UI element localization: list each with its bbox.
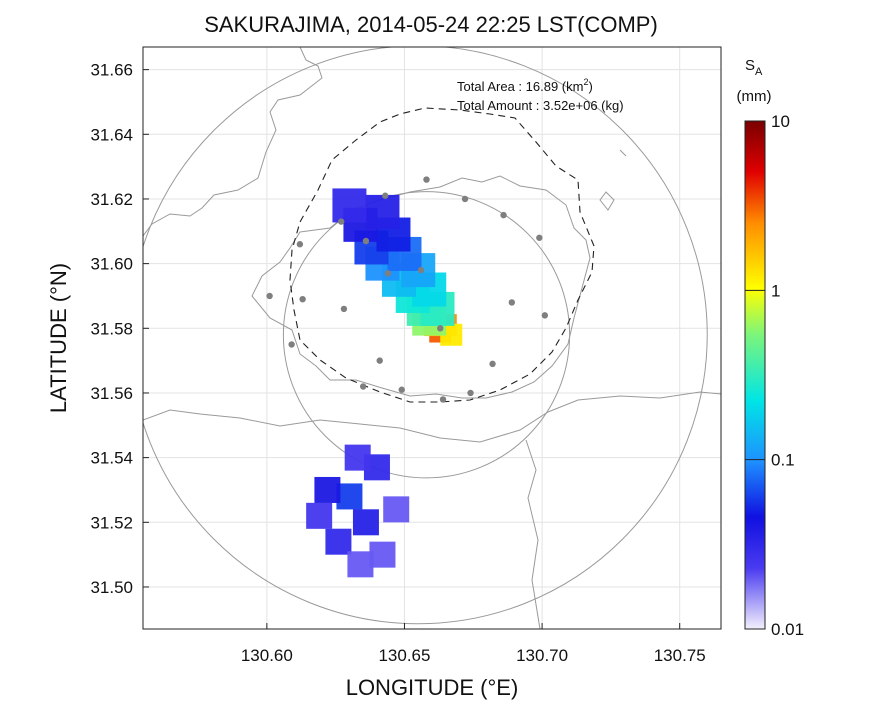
y-tick-label: 31.62 bbox=[90, 190, 133, 209]
range-ring bbox=[282, 191, 571, 479]
station-point bbox=[362, 237, 370, 245]
station-point bbox=[541, 312, 549, 319]
total-area-label: Total Area : 16.89 (km bbox=[457, 79, 583, 94]
coastline-east bbox=[525, 439, 541, 629]
station-point bbox=[467, 389, 474, 397]
x-tick-label: 130.65 bbox=[378, 646, 430, 665]
y-tick-label: 31.50 bbox=[90, 578, 133, 597]
station-point bbox=[437, 325, 444, 332]
colorbar bbox=[744, 120, 766, 630]
colorbar-ticks: 10 1 0.1 0.01 bbox=[745, 112, 804, 639]
south-patch-cell bbox=[344, 444, 371, 471]
colorbar-tick-label: 10 bbox=[771, 112, 790, 131]
x-axis-label: LONGITUDE (°E) bbox=[346, 675, 519, 700]
y-tick-label: 31.58 bbox=[90, 319, 133, 338]
south-patch-cell bbox=[325, 528, 352, 555]
observation-boundary bbox=[289, 107, 595, 403]
south-patch-cell bbox=[336, 483, 363, 510]
x-ticks: 130.60 130.65 130.70 130.75 bbox=[241, 623, 706, 665]
colorbar-tick-label: 0.1 bbox=[771, 451, 795, 470]
south-patch-cell bbox=[306, 502, 333, 529]
total-area-close: ) bbox=[588, 79, 592, 94]
coastline-island bbox=[251, 175, 591, 399]
station-point bbox=[508, 299, 516, 306]
y-tick-label: 31.52 bbox=[90, 513, 133, 532]
total-amount-text: Total Amount : 3.52e+06 (kg) bbox=[457, 98, 624, 113]
x-tick-label: 130.75 bbox=[654, 646, 706, 665]
south-patch-cell bbox=[383, 496, 410, 523]
station-point bbox=[536, 234, 543, 241]
station-point bbox=[359, 383, 367, 390]
station-point bbox=[398, 386, 405, 393]
colorbar-unit: (mm) bbox=[737, 88, 772, 105]
coastline-north-east bbox=[599, 149, 627, 211]
coastline-south bbox=[143, 391, 721, 443]
colorbar-title: SA bbox=[745, 57, 763, 78]
y-tick-label: 31.56 bbox=[90, 384, 133, 403]
south-patch-cell bbox=[314, 476, 341, 503]
station-point bbox=[500, 211, 507, 219]
colorbar-tick-label: 1 bbox=[771, 281, 780, 300]
total-area-text: Total Area : 16.89 (km2) bbox=[457, 77, 593, 94]
chart-title: SAKURAJIMA, 2014-05-24 22:25 LST(COMP) bbox=[204, 12, 658, 37]
y-ticks: 31.50 31.52 31.54 31.56 31.58 31.60 31.62 31.64… bbox=[90, 61, 149, 597]
coastline bbox=[143, 47, 323, 237]
colorbar-title-subscript: A bbox=[755, 66, 763, 78]
y-tick-label: 31.60 bbox=[90, 255, 133, 274]
station-point bbox=[337, 218, 345, 225]
south-patch-cell bbox=[352, 509, 379, 536]
range-rings bbox=[143, 47, 708, 625]
station-point bbox=[376, 357, 383, 364]
station-point bbox=[340, 305, 348, 313]
station-point bbox=[417, 266, 425, 274]
plot-frame bbox=[142, 46, 722, 630]
station-point bbox=[423, 176, 430, 183]
colorbar-tick-label: 0.01 bbox=[771, 620, 804, 639]
south-patch-cell bbox=[347, 551, 374, 578]
station-point bbox=[489, 360, 496, 368]
station-point bbox=[439, 396, 447, 403]
station-point bbox=[299, 296, 306, 303]
station-point bbox=[382, 192, 389, 199]
x-tick-label: 130.60 bbox=[241, 646, 293, 665]
plume-cell bbox=[365, 194, 400, 229]
stations bbox=[266, 176, 549, 403]
station-point bbox=[296, 241, 304, 248]
south-patch-cell bbox=[369, 541, 396, 568]
y-tick-label: 31.54 bbox=[90, 449, 133, 468]
plume-cell bbox=[332, 188, 367, 223]
station-point bbox=[288, 341, 295, 348]
colorbar-title-main: S bbox=[745, 57, 755, 74]
y-tick-label: 31.66 bbox=[90, 61, 133, 80]
station-point bbox=[461, 195, 469, 203]
total-area-superscript: 2 bbox=[583, 77, 588, 87]
station-point bbox=[266, 292, 273, 300]
y-tick-label: 31.64 bbox=[90, 125, 133, 144]
map-layer bbox=[143, 47, 721, 629]
ash-cells bbox=[306, 188, 463, 578]
y-axis-label: LATITUDE (°N) bbox=[46, 263, 71, 413]
range-ring bbox=[143, 47, 708, 625]
x-tick-label: 130.70 bbox=[516, 646, 568, 665]
station-point bbox=[384, 270, 392, 277]
